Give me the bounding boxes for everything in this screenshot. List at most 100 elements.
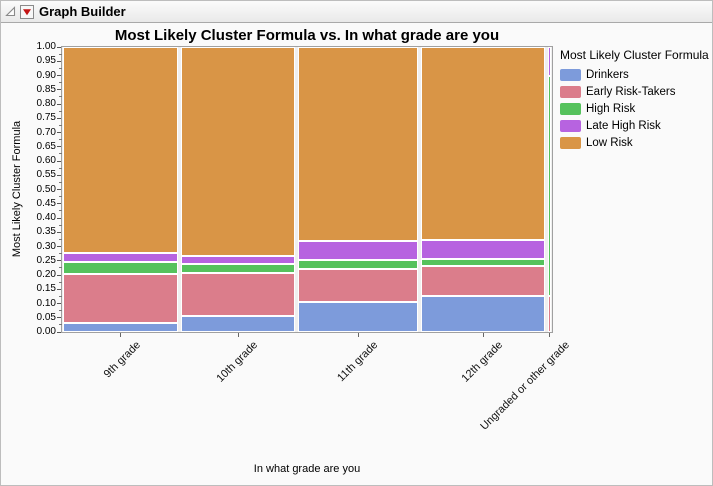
mosaic-cell-12th-grade-high-risk[interactable] (421, 260, 544, 266)
x-axis-tick (237, 333, 239, 337)
y-axis-major-tick (57, 288, 61, 290)
mosaic-cell-12th-grade-low-risk[interactable] (421, 48, 544, 240)
window-title: Graph Builder (39, 4, 126, 19)
y-axis-minor-tick (59, 196, 62, 198)
y-tick-label: 0.40 (36, 212, 56, 223)
mosaic-cell-11th-grade-late-high-risk[interactable] (298, 242, 417, 260)
outline-title-bar: Graph Builder (1, 1, 712, 23)
red-triangle-menu-button[interactable] (20, 4, 34, 19)
y-axis-minor-tick (59, 310, 62, 312)
legend-item-early-risk-takers[interactable]: Early Risk-Takers (560, 86, 712, 98)
y-axis-minor-tick (59, 139, 62, 141)
y-axis-major-tick (57, 231, 61, 233)
x-category-label-11th-grade[interactable]: 11th grade (335, 339, 381, 385)
mosaic-cell-9th-grade-drinkers[interactable] (64, 324, 177, 331)
y-axis-minor-tick (59, 167, 62, 169)
x-category-label-10th-grade[interactable]: 10th grade (214, 339, 261, 385)
y-axis-major-tick (57, 174, 61, 176)
y-tick-label: 0.90 (36, 69, 56, 81)
y-axis-major-tick (57, 217, 61, 219)
y-axis-major-tick (57, 117, 61, 119)
mosaic-cell-10th-grade-high-risk[interactable] (181, 264, 294, 272)
y-tick-label: 1.00 (36, 41, 56, 52)
y-axis-major-tick (57, 60, 61, 62)
y-axis-major-tick (57, 89, 61, 91)
y-axis-major-tick (57, 132, 61, 133)
y-axis-major-tick (57, 146, 61, 148)
mosaic-cell-12th-grade-drinkers[interactable] (421, 297, 544, 331)
y-tick-label: 0.05 (36, 311, 56, 323)
mosaic-cell-10th-grade-late-high-risk[interactable] (181, 256, 294, 263)
legend-item-late-high-risk[interactable]: Late High Risk (560, 120, 712, 132)
x-axis-tick (357, 333, 359, 337)
legend-swatch-icon (560, 86, 581, 98)
legend-item-low-risk[interactable]: Low Risk (560, 137, 712, 149)
mosaic-column-11th-grade (297, 47, 418, 332)
legend: Most Likely Cluster Formula Drinkers Earl… (560, 48, 712, 154)
y-axis-major-tick (57, 317, 61, 319)
y-axis-major-tick (57, 46, 61, 48)
legend-label: Drinkers (586, 69, 629, 81)
mosaic-cell-10th-grade-drinkers[interactable] (181, 317, 294, 331)
y-tick-label: 0.80 (36, 98, 56, 109)
mosaic-cell-11th-grade-drinkers[interactable] (298, 303, 417, 331)
mosaic-cell-12th-grade-early-risk-takers[interactable] (421, 267, 544, 296)
mosaic-cell-9th-grade-late-high-risk[interactable] (64, 254, 177, 262)
mosaic-cell-10th-grade-early-risk-takers[interactable] (181, 274, 294, 316)
x-axis-tick (482, 333, 484, 337)
y-axis-major-tick (57, 246, 61, 247)
mosaic-cell-ungraded-or-other-grade-early-risk-takers[interactable] (548, 297, 550, 331)
y-axis-minor-tick (59, 295, 62, 297)
mosaic-column-10th-grade (180, 47, 295, 332)
y-axis-minor-tick (59, 267, 62, 269)
y-axis-major-tick (57, 189, 61, 190)
mosaic-cell-12th-grade-late-high-risk[interactable] (421, 241, 544, 259)
legend-item-high-risk[interactable]: High Risk (560, 103, 712, 115)
mosaic-cell-ungraded-or-other-grade-late-high-risk[interactable] (548, 48, 550, 75)
y-axis-minor-tick (59, 82, 62, 84)
y-tick-label: 0.95 (36, 55, 56, 67)
mosaic-cell-9th-grade-early-risk-takers[interactable] (64, 275, 177, 323)
chart-title[interactable]: Most Likely Cluster Formula vs. In what … (114, 27, 500, 44)
y-tick-label: 0.65 (36, 140, 56, 152)
x-category-label-12th-grade[interactable]: 12th grade (459, 339, 506, 385)
mosaic-cell-10th-grade-low-risk[interactable] (181, 48, 294, 255)
legend-title: Most Likely Cluster Formula (560, 48, 709, 62)
legend-swatch-icon (560, 120, 581, 132)
y-axis-minor-tick (59, 224, 62, 226)
y-axis-major-tick (57, 103, 61, 105)
y-tick-label: 0.20 (36, 269, 56, 280)
y-axis-minor-tick (59, 210, 62, 212)
mosaic-cell-11th-grade-high-risk[interactable] (298, 261, 417, 268)
y-tick-label: 0.15 (36, 283, 56, 295)
y-axis-major-tick (57, 203, 61, 205)
mosaic-cell-11th-grade-low-risk[interactable] (298, 48, 417, 241)
y-tick-label: 0.60 (36, 155, 56, 166)
disclosure-triangle-icon[interactable] (4, 5, 17, 18)
y-tick-label: 0.75 (36, 112, 56, 124)
x-axis-tick (120, 333, 122, 337)
y-axis-minor-tick (59, 53, 62, 55)
y-tick-label: 0.30 (36, 240, 56, 252)
y-axis-major-tick (57, 160, 61, 162)
y-axis-minor-tick (59, 324, 62, 326)
mosaic-cell-11th-grade-early-risk-takers[interactable] (298, 269, 417, 302)
legend-swatch-icon (560, 69, 581, 81)
mosaic-cell-9th-grade-high-risk[interactable] (64, 263, 177, 274)
mosaic-column-9th-grade (63, 47, 178, 332)
legend-swatch-icon (560, 137, 581, 149)
y-tick-label: 0.35 (36, 226, 56, 238)
x-category-label-9th-grade[interactable]: 9th grade (101, 339, 143, 381)
legend-swatch-icon (560, 103, 581, 115)
y-axis-minor-tick (59, 96, 62, 98)
mosaic-cell-ungraded-or-other-grade-high-risk[interactable] (548, 76, 550, 296)
y-axis-minor-tick (59, 281, 62, 283)
mosaic-cell-9th-grade-low-risk[interactable] (64, 48, 177, 253)
mosaic-column-ungraded-or-other-grade (547, 47, 551, 332)
y-axis-minor-tick (59, 67, 62, 69)
legend-item-drinkers[interactable]: Drinkers (560, 69, 712, 81)
y-axis-major-tick (57, 260, 61, 262)
y-tick-label: 0.70 (36, 126, 56, 138)
x-axis-title[interactable]: In what grade are you (253, 463, 361, 475)
